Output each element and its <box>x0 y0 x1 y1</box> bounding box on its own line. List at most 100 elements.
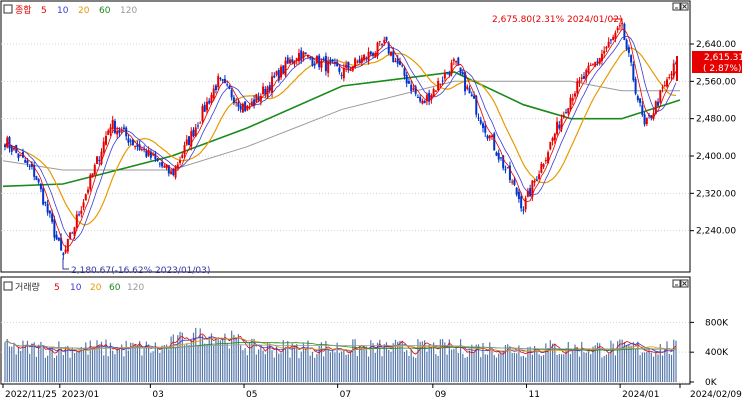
close-icon[interactable] <box>680 279 689 288</box>
minimize-icon[interactable] <box>672 2 681 11</box>
candle-body <box>89 174 92 190</box>
volume-bar <box>666 341 668 382</box>
candle-body <box>271 76 274 93</box>
volume-bar <box>673 339 675 382</box>
volume-bar <box>100 341 103 382</box>
candle-body <box>502 155 505 169</box>
candle-body <box>432 89 435 97</box>
candle-body <box>376 42 379 57</box>
candle-body <box>389 51 392 56</box>
candle-body <box>333 61 336 63</box>
volume-bar <box>20 350 22 382</box>
candle-body <box>28 165 31 167</box>
volume-bar <box>112 350 114 382</box>
candle-body <box>349 70 352 72</box>
candle-body <box>672 63 675 77</box>
volume-bar <box>554 344 556 382</box>
close-icon[interactable] <box>680 2 689 11</box>
candle-body <box>172 169 175 175</box>
volume-bar <box>148 344 150 382</box>
candle-body <box>663 84 666 86</box>
ma60-line <box>2 71 681 188</box>
volume-bar <box>302 343 305 382</box>
x-tick-label: 2022/11/25 <box>5 390 57 400</box>
volume-bar <box>141 355 143 382</box>
volume-bar <box>60 347 62 382</box>
volume-bar <box>480 357 482 382</box>
candle-body <box>62 253 65 256</box>
volume-bar <box>275 346 278 382</box>
volume-bar <box>341 351 343 382</box>
candle-body <box>280 66 283 78</box>
volume-bar <box>94 348 96 382</box>
volume-bar <box>222 338 224 382</box>
volume-bar <box>132 342 134 382</box>
volume-bar <box>183 345 186 382</box>
volume-bar <box>116 347 118 382</box>
candle-body <box>567 108 570 114</box>
volume-bar <box>383 344 385 382</box>
volume-bar <box>356 355 358 382</box>
volume-bar <box>596 342 599 382</box>
volume-bar <box>473 352 475 382</box>
candle-body <box>657 101 660 106</box>
legend-box-icon[interactable] <box>3 4 13 14</box>
volume-bar <box>186 343 188 382</box>
x-tick-label: 05 <box>246 390 257 400</box>
volume-bar <box>412 356 415 382</box>
volume-bar <box>468 350 471 382</box>
candle-body <box>282 65 285 74</box>
volume-bar <box>31 343 33 382</box>
candle-body <box>205 101 208 111</box>
volume-bar <box>11 346 13 382</box>
candle-body <box>497 152 500 160</box>
volume-bar <box>332 348 334 382</box>
volume-bar <box>657 354 659 382</box>
volume-bar <box>143 348 145 382</box>
volume-bar <box>419 341 421 382</box>
candle-body <box>508 165 511 181</box>
candle-body <box>587 65 590 73</box>
volume-bar <box>114 354 116 382</box>
candle-body <box>199 122 202 124</box>
volume-bar <box>73 352 76 382</box>
minimize-icon[interactable] <box>672 279 681 288</box>
candle-body <box>531 180 534 197</box>
volume-bar <box>390 351 392 382</box>
candle-body <box>618 25 621 27</box>
volume-bar <box>224 333 226 382</box>
candle-body <box>214 85 217 91</box>
candle-body <box>495 152 498 156</box>
candle-body <box>228 86 231 89</box>
volume-bar <box>466 356 468 382</box>
candle-body <box>603 50 606 54</box>
volume-bar <box>51 346 53 382</box>
volume-bar <box>637 341 639 382</box>
volume-bar <box>626 344 628 382</box>
candle-body <box>565 112 568 114</box>
candle-body <box>526 190 529 197</box>
volume-bar <box>489 342 491 382</box>
volume-bar <box>228 348 231 382</box>
candle-body <box>558 124 561 129</box>
volume-bar <box>471 344 473 382</box>
volume-legend-box-icon[interactable] <box>3 281 13 291</box>
volume-bar <box>213 345 215 382</box>
candle-body <box>188 136 191 145</box>
candle-body <box>80 210 83 214</box>
volume-bar <box>35 356 38 382</box>
volume-bar <box>29 353 31 382</box>
candle-body <box>226 84 229 86</box>
max-annotation-leader <box>612 18 623 30</box>
candle-body <box>632 63 635 81</box>
candle-body <box>111 119 114 129</box>
candle-body <box>441 80 444 82</box>
volume-bar <box>188 344 190 382</box>
volume-bar <box>323 356 325 382</box>
candle-body <box>167 165 170 174</box>
candle-body <box>221 79 224 81</box>
volume-bar <box>269 343 271 382</box>
volume-bar <box>329 352 332 382</box>
candle-body <box>98 159 101 161</box>
